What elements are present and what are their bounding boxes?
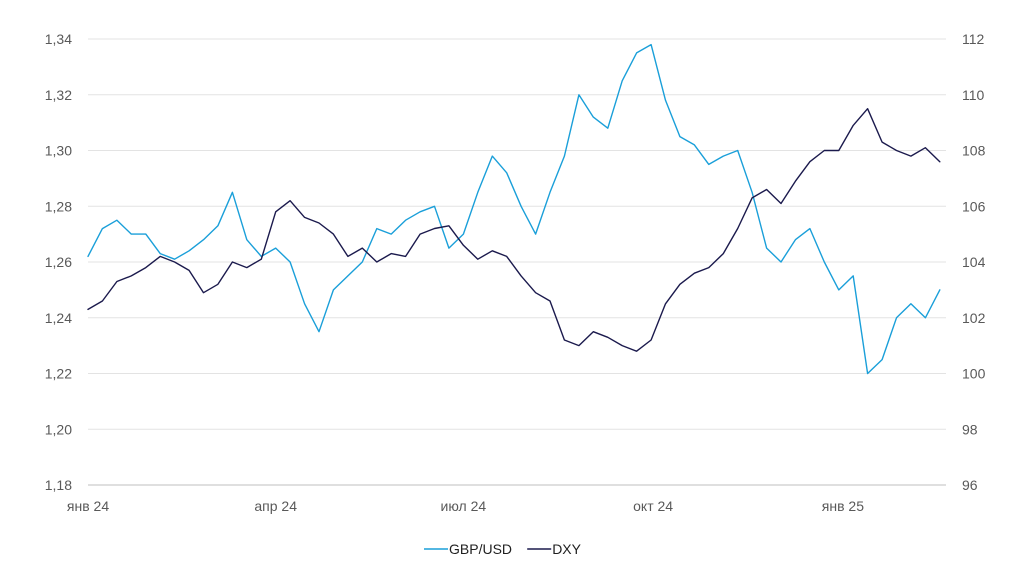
left-tick-label: 1,26	[45, 254, 72, 270]
x-tick-label: апр 24	[254, 498, 297, 514]
right-axis-ticks: 96 98 100 102 104 106 108 110 112	[962, 31, 986, 493]
right-tick-label: 108	[962, 143, 986, 159]
x-tick-label: янв 25	[822, 498, 864, 514]
right-tick-label: 104	[962, 254, 986, 270]
left-tick-label: 1,24	[45, 310, 72, 326]
series-lines	[87, 43, 941, 375]
x-axis-ticks: янв 24 апр 24 июл 24 окт 24 янв 25	[67, 498, 864, 514]
right-tick-label: 112	[962, 31, 985, 47]
left-axis-ticks: 1,18 1,20 1,22 1,24 1,26 1,28 1,30 1,32 1,34	[45, 31, 72, 493]
left-tick-label: 1,32	[45, 87, 72, 103]
series-line-gbp-usd	[87, 43, 941, 375]
series-line-dxy	[87, 107, 941, 352]
right-tick-label: 102	[962, 310, 986, 326]
x-tick-label: окт 24	[633, 498, 673, 514]
right-tick-label: 100	[962, 366, 986, 382]
left-tick-label: 1,34	[45, 31, 72, 47]
left-tick-label: 1,30	[45, 143, 72, 159]
left-tick-label: 1,22	[45, 366, 72, 382]
right-tick-label: 110	[962, 87, 985, 103]
right-tick-label: 96	[962, 477, 978, 493]
gridlines	[88, 38, 946, 486]
right-tick-label: 98	[962, 421, 978, 437]
legend-label: DXY	[552, 541, 581, 557]
legend-label: GBP/USD	[449, 541, 512, 557]
left-tick-label: 1,20	[45, 421, 72, 437]
legend: GBP/USD DXY	[424, 541, 582, 557]
left-tick-label: 1,18	[45, 477, 72, 493]
x-tick-label: июл 24	[441, 498, 487, 514]
right-tick-label: 106	[962, 198, 986, 214]
left-tick-label: 1,28	[45, 198, 72, 214]
x-tick-label: янв 24	[67, 498, 109, 514]
